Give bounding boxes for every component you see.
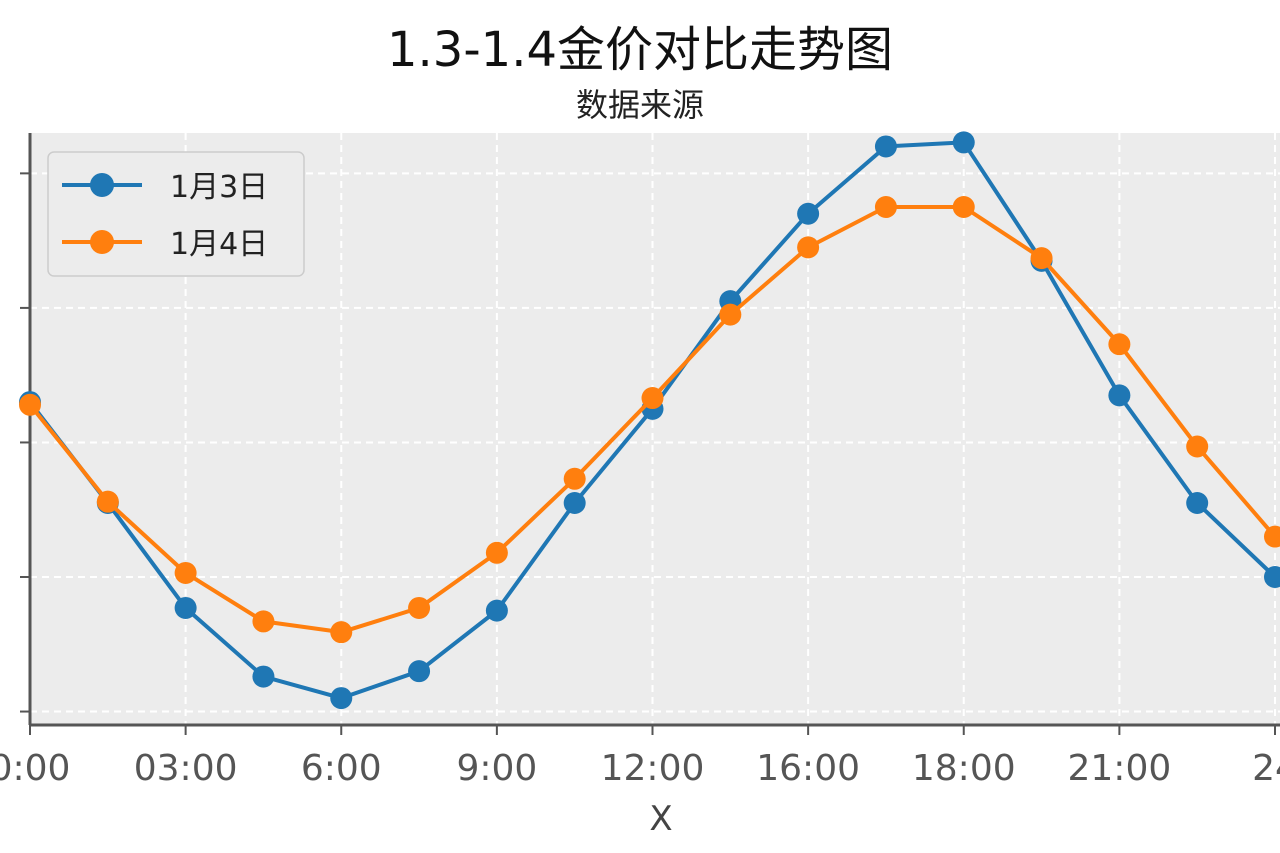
- data-point-1: [1186, 492, 1209, 514]
- data-point-2: [1030, 247, 1053, 270]
- data-point-2: [719, 303, 742, 326]
- data-point-1: [874, 135, 897, 158]
- data-point-2: [797, 236, 820, 259]
- x-tick-label: 16:00: [756, 748, 860, 789]
- data-point-1: [174, 596, 197, 619]
- data-point-2: [874, 196, 897, 218]
- data-point-1: [485, 599, 508, 622]
- data-point-2: [1186, 435, 1209, 458]
- data-point-2: [952, 196, 975, 218]
- data-point-2: [563, 467, 586, 490]
- x-tick-label: 18:00: [912, 748, 1016, 789]
- legend-label-1: 1月3日: [170, 170, 268, 205]
- data-point-1: [563, 492, 586, 514]
- x-axis-label: X: [649, 799, 672, 839]
- x-tick-label: 6:00: [301, 748, 382, 789]
- x-tick-label: 12:00: [601, 748, 705, 789]
- x-tick-labels: 0:00 03:00 6:00 9:00 12:00 16:00 18:00 21:00 24: [0, 748, 1280, 789]
- data-point-1: [1264, 566, 1280, 588]
- data-point-2: [641, 387, 664, 410]
- data-point-2: [1108, 333, 1131, 356]
- x-tick-label: 9:00: [456, 748, 537, 789]
- series-lines: [19, 131, 1280, 710]
- chart-title: 1.3-1.4金价对比走势图: [387, 22, 893, 78]
- x-tick-label: 24: [1252, 748, 1280, 789]
- data-point-2: [252, 610, 275, 633]
- chart-subtitle: 数据来源: [575, 86, 704, 124]
- legend-label-2: 1月4日: [170, 227, 268, 262]
- legend-marker-1: [90, 173, 114, 197]
- x-tick-label: 03:00: [134, 748, 238, 789]
- data-point-2: [174, 561, 197, 584]
- data-point-2: [19, 393, 41, 416]
- data-point-2: [408, 596, 431, 619]
- data-point-1: [330, 687, 353, 710]
- data-point-2: [330, 621, 353, 644]
- data-point-1: [408, 660, 431, 683]
- data-point-2: [485, 541, 508, 564]
- axes: [20, 133, 1280, 735]
- x-tick-label: 21:00: [1068, 748, 1172, 789]
- legend-marker-2: [90, 230, 114, 254]
- data-point-2: [1264, 525, 1280, 548]
- x-tick-label: 0:00: [0, 748, 70, 789]
- legend: 1月3日 1月4日: [47, 151, 305, 277]
- data-point-1: [952, 131, 975, 154]
- data-point-1: [252, 665, 275, 688]
- data-point-1: [1108, 384, 1131, 407]
- data-point-2: [96, 490, 119, 513]
- data-point-1: [797, 202, 820, 225]
